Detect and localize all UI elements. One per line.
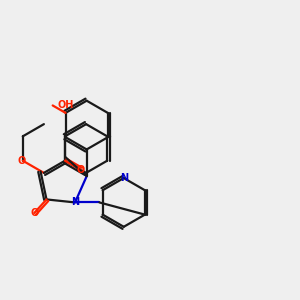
Text: O: O [30, 208, 38, 218]
Text: O: O [77, 165, 85, 175]
Text: OH: OH [57, 100, 74, 110]
Text: N: N [71, 197, 79, 207]
Text: O: O [17, 156, 26, 166]
Text: N: N [120, 173, 128, 183]
